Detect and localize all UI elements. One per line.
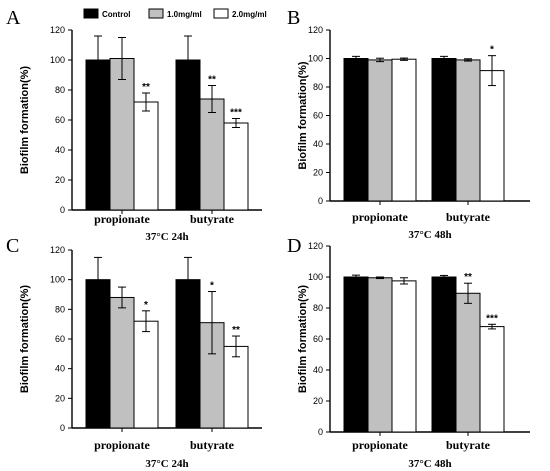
significance-mark: *** <box>486 313 498 324</box>
bar-control-propionate <box>343 276 369 433</box>
y-tick-label: 80 <box>55 304 65 314</box>
category-label-butyrate: butyrate <box>446 210 491 224</box>
bar-low-propionate <box>109 296 135 429</box>
y-tick-label: 100 <box>50 55 65 65</box>
bar-high-propionate <box>391 280 417 433</box>
bar-control-propionate <box>343 58 369 202</box>
y-tick-label: 80 <box>313 303 323 313</box>
significance-mark: * <box>144 300 148 311</box>
y-tick-label: 20 <box>55 175 65 185</box>
y-tick-label: 100 <box>50 275 65 285</box>
legend: Control 1.0mg/ml 2.0mg/ml <box>83 8 267 19</box>
bar-control-propionate <box>85 279 111 429</box>
y-tick-label: 40 <box>55 145 65 155</box>
y-tick-label: 0 <box>318 427 323 437</box>
significance-mark: * <box>210 281 214 292</box>
condition-label: 37°C 24h <box>145 231 188 243</box>
legend-swatch-0 <box>83 8 99 19</box>
y-tick-label: 20 <box>313 168 323 178</box>
significance-mark: * <box>490 45 494 56</box>
y-tick-label: 120 <box>50 245 65 255</box>
bar-high-butyrate <box>223 122 249 211</box>
panel-a: A Biofilm formation(%) 0 20 40 60 80 100 120 prop… <box>6 7 262 243</box>
y-axis-label: Biofilm formation(%) <box>297 285 309 393</box>
legend-label-1: 1.0mg/ml <box>167 10 202 19</box>
bar-low-butyrate <box>455 292 481 433</box>
bar-high-butyrate <box>479 326 505 433</box>
category-label-propionate: propionate <box>94 438 150 452</box>
y-tick-label: 20 <box>313 396 323 406</box>
bar-high-butyrate <box>223 345 249 429</box>
bar-low-butyrate <box>199 98 225 211</box>
bar-control-butyrate <box>175 59 201 211</box>
y-tick-label: 60 <box>313 111 323 121</box>
category-label-butyrate: butyrate <box>446 438 491 452</box>
condition-label: 37°C 24h <box>145 458 188 470</box>
y-axis-label: Biofilm formation(%) <box>19 66 31 174</box>
condition-label: 37°C 48h <box>408 229 451 241</box>
legend-label-0: Control <box>102 10 130 19</box>
y-tick-label: 80 <box>55 85 65 95</box>
category-label-propionate: propionate <box>352 210 408 224</box>
panel-letter: C <box>6 235 19 257</box>
y-tick-label: 0 <box>60 423 65 433</box>
bar-control-butyrate <box>431 58 457 202</box>
legend-swatch-1 <box>148 8 164 19</box>
y-tick-label: 40 <box>313 139 323 149</box>
legend-label-2: 2.0mg/ml <box>232 10 267 19</box>
significance-mark: ** <box>232 325 240 336</box>
legend-swatch-2 <box>213 8 229 19</box>
y-tick-label: 120 <box>308 241 323 251</box>
category-label-propionate: propionate <box>352 438 408 452</box>
bar-low-butyrate <box>455 59 481 202</box>
y-tick-label: 60 <box>313 334 323 344</box>
y-tick-label: 0 <box>318 196 323 206</box>
y-tick-label: 120 <box>308 25 323 35</box>
panel-letter: B <box>287 7 300 29</box>
y-tick-label: 40 <box>313 365 323 375</box>
significance-mark: ** <box>464 272 472 283</box>
y-axis-label: Biofilm formation(%) <box>297 61 309 169</box>
category-label-butyrate: butyrate <box>190 438 235 452</box>
y-tick-label: 100 <box>308 54 323 64</box>
condition-label: 37°C 48h <box>408 458 451 470</box>
bar-high-propionate <box>391 58 417 202</box>
bar-control-butyrate <box>431 276 457 433</box>
bar-high-propionate <box>133 320 159 429</box>
bar-high-butyrate <box>479 70 505 202</box>
bar-low-propionate <box>109 58 135 211</box>
y-axis-label: Biofilm formation(%) <box>19 285 31 393</box>
panel-b: B Biofilm formation(%) 0 20 40 60 80 100 120 prop… <box>287 7 530 241</box>
panel-letter: A <box>6 7 21 29</box>
significance-mark: ** <box>208 75 216 86</box>
significance-mark: *** <box>230 108 242 119</box>
y-tick-label: 0 <box>60 205 65 215</box>
y-tick-label: 40 <box>55 364 65 374</box>
bar-low-propionate <box>367 59 393 202</box>
y-tick-label: 80 <box>313 82 323 92</box>
y-tick-label: 120 <box>50 25 65 35</box>
y-tick-label: 60 <box>55 334 65 344</box>
panel-letter: D <box>287 235 301 257</box>
y-tick-label: 20 <box>55 393 65 403</box>
category-label-propionate: propionate <box>94 212 150 226</box>
y-tick-label: 60 <box>55 115 65 125</box>
significance-mark: ** <box>142 82 150 93</box>
bar-low-propionate <box>367 277 393 433</box>
panel-d: D Biofilm formation(%) 0 20 40 60 80 100 120 prop… <box>287 235 530 470</box>
panel-c: C Biofilm formation(%) 0 20 40 60 80 100 120 prop… <box>6 235 262 470</box>
category-label-butyrate: butyrate <box>190 212 235 226</box>
y-tick-label: 100 <box>308 272 323 282</box>
bar-high-propionate <box>133 101 159 211</box>
